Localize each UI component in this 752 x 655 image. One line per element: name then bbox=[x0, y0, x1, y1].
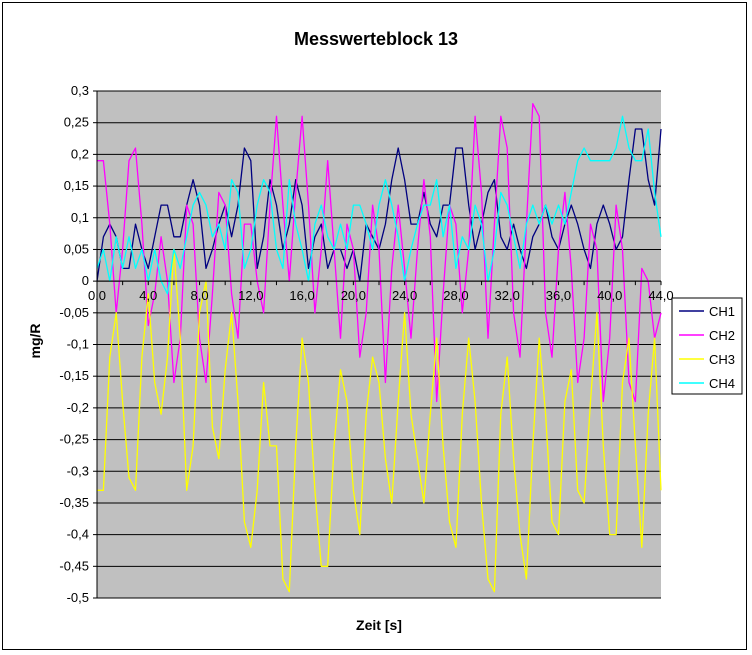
series-layer bbox=[96, 103, 662, 593]
x-tick-label: 20,0 bbox=[341, 288, 366, 303]
x-tick-label: 12,0 bbox=[238, 288, 263, 303]
y-tick-label: -0,2 bbox=[67, 400, 89, 415]
y-tick-label: 0,3 bbox=[71, 83, 89, 98]
legend-box bbox=[671, 297, 743, 395]
y-tick-label: -0,4 bbox=[67, 527, 89, 542]
y-tick-label: -0,1 bbox=[67, 337, 89, 352]
gridlines bbox=[97, 90, 661, 599]
y-tick-label: 0,15 bbox=[64, 178, 89, 193]
y-tick-label: -0,5 bbox=[67, 590, 89, 605]
x-tick-label: 28,0 bbox=[443, 288, 468, 303]
y-tick-label: 0,2 bbox=[71, 146, 89, 161]
x-tick-label: 32,0 bbox=[495, 288, 520, 303]
y-tick-label: -0,25 bbox=[59, 432, 89, 447]
legend-label-ch3: CH3 bbox=[709, 352, 735, 367]
legend: CH1 CH2 CH3 CH4 bbox=[671, 297, 743, 395]
y-axis-title: mg/R bbox=[27, 324, 43, 359]
y-tick-label: 0,1 bbox=[71, 210, 89, 225]
legend-label-ch1: CH1 bbox=[709, 304, 735, 319]
y-tick-label: -0,35 bbox=[59, 495, 89, 510]
x-tick-label: 4,0 bbox=[139, 288, 157, 303]
legend-label-ch4: CH4 bbox=[709, 376, 735, 391]
x-tick-label: 24,0 bbox=[392, 288, 417, 303]
x-tick-label: 40,0 bbox=[597, 288, 622, 303]
y-tick-label: -0,05 bbox=[59, 305, 89, 320]
y-tick-label: 0,05 bbox=[64, 241, 89, 256]
series-line-ch3 bbox=[97, 248, 662, 593]
y-tick-label: -0,3 bbox=[67, 463, 89, 478]
chart-svg: Messwerteblock 13 0,30,250,20,150,10,050… bbox=[27, 29, 743, 633]
series-line-ch4 bbox=[96, 115, 662, 295]
x-tick-label: 36,0 bbox=[546, 288, 571, 303]
x-axis-title: Zeit [s] bbox=[356, 617, 402, 633]
axes: 0,3 0,25 0,2 0,15 0,1 0,05 0 -0,05 -0,1 -0,15 -0,2… bbox=[59, 83, 673, 605]
chart-title: Messwerteblock 13 bbox=[294, 29, 458, 49]
x-tick-label: 44,0 bbox=[648, 288, 673, 303]
y-tick-label: 0,25 bbox=[64, 115, 89, 130]
x-tick-label: 16,0 bbox=[289, 288, 314, 303]
x-tick-label: 8,0 bbox=[191, 288, 209, 303]
y-tick-label: -0,15 bbox=[59, 368, 89, 383]
legend-label-ch2: CH2 bbox=[709, 328, 735, 343]
x-tick-label: 0,0 bbox=[88, 288, 106, 303]
y-tick-label: 0 bbox=[82, 273, 89, 288]
y-tick-label: -0,45 bbox=[59, 558, 89, 573]
